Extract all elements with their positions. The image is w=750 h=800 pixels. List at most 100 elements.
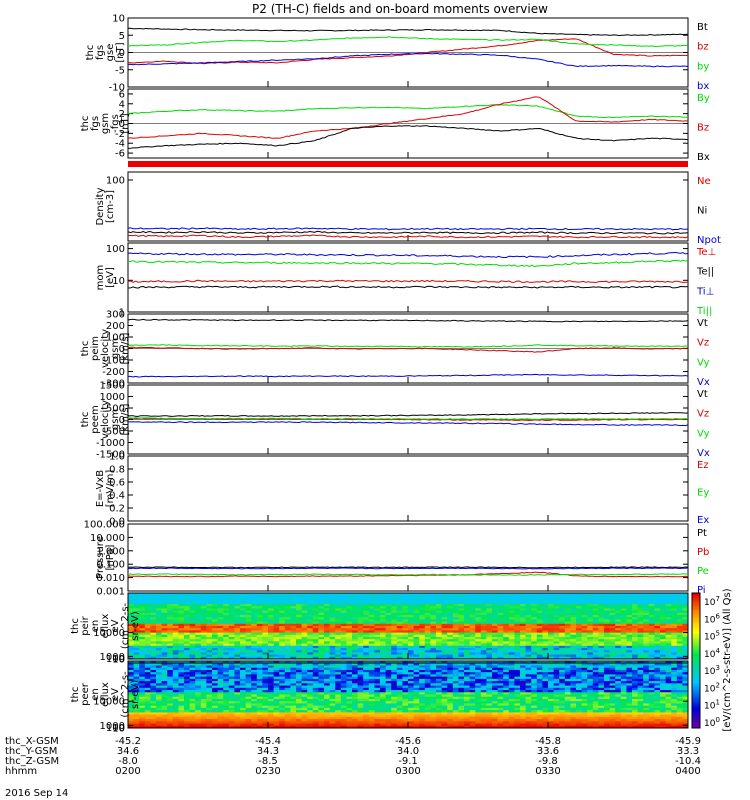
heatmap-cell (626, 674, 633, 678)
heatmap-cell (626, 606, 633, 609)
heatmap-cell (514, 678, 521, 682)
heatmap-cell (189, 645, 196, 649)
heatmap-cell (424, 661, 431, 664)
heatmap-cell (340, 661, 347, 664)
heatmap-cell (441, 610, 448, 614)
heatmap-cell (615, 683, 622, 686)
heatmap-cell (660, 601, 666, 605)
heatmap-cell (604, 676, 610, 680)
heatmap-cell (643, 652, 650, 655)
heatmap-cell (525, 672, 532, 675)
heatmap-cell (357, 621, 364, 625)
heatmap-cell (520, 652, 526, 655)
heatmap-cell (475, 615, 482, 618)
heatmap-cell (660, 681, 666, 684)
heatmap-cell (340, 690, 347, 693)
heatmap-cell (508, 674, 515, 678)
heatmap-cell (374, 617, 381, 620)
heatmap-cell (368, 595, 375, 598)
heatmap-cell (604, 628, 610, 631)
heatmap-cell (240, 674, 246, 678)
heatmap-cell (531, 626, 538, 629)
heatmap-cell (441, 692, 448, 695)
heatmap-cell (452, 641, 459, 644)
heatmap-cell (514, 648, 521, 651)
heatmap-cell (228, 601, 235, 605)
heatmap-cell (620, 610, 627, 614)
heatmap-cell (223, 692, 230, 695)
heatmap-cell (643, 623, 650, 627)
heatmap-cell (301, 667, 308, 671)
heatmap-cell (312, 650, 319, 653)
heatmap-cell (676, 685, 683, 689)
heatmap-cell (620, 667, 627, 671)
heatmap-cell (402, 694, 409, 698)
heatmap-cell (648, 632, 655, 636)
heatmap-cell (419, 604, 426, 607)
heatmap-cell (576, 652, 582, 655)
heatmap-cell (531, 650, 538, 653)
heatmap-cell (604, 634, 610, 638)
heatmap-cell (542, 601, 549, 605)
heatmap-cell (626, 654, 633, 658)
heatmap-cell (441, 599, 448, 603)
heatmap-cell (268, 628, 274, 631)
heatmap-cell (570, 608, 577, 611)
heatmap-cell (385, 652, 392, 655)
heatmap-cell (497, 621, 504, 625)
heatmap-cell (452, 672, 459, 675)
heatmap-cell (643, 593, 650, 596)
heatmap-cell (480, 676, 487, 680)
heatmap-cell (156, 615, 162, 618)
heatmap-cell (671, 610, 678, 614)
heatmap-cell (626, 690, 633, 693)
heatmap-cell (234, 663, 241, 666)
heatmap-cell (665, 639, 672, 642)
heatmap-cell (206, 696, 213, 700)
heatmap-cell (245, 643, 252, 647)
heatmap-cell (357, 687, 364, 691)
heatmap-cell (525, 604, 532, 607)
heatmap-cell (503, 604, 510, 607)
heatmap-cell (469, 608, 476, 611)
heatmap-cell (161, 612, 168, 616)
heatmap-cell (654, 667, 661, 671)
heatmap-cell (223, 595, 230, 598)
heatmap-cell (256, 645, 263, 649)
heatmap-cell (217, 692, 224, 695)
heatmap-cell (268, 648, 274, 651)
heatmap-cell (559, 621, 566, 625)
heatmap-cell (598, 619, 605, 622)
heatmap-cell (447, 674, 454, 678)
heatmap-cell (492, 595, 498, 598)
heatmap-cell (508, 604, 515, 607)
heatmap-cell (525, 669, 532, 673)
heatmap-cell (648, 696, 655, 700)
heatmap-cell (340, 696, 347, 700)
heatmap-cell (189, 692, 196, 695)
heatmap-cell (643, 606, 650, 609)
heatmap-cell (139, 604, 146, 607)
heatmap-cell (296, 593, 302, 596)
heatmap-cell (340, 694, 347, 698)
heatmap-cell (452, 665, 459, 669)
heatmap-cell (206, 661, 213, 664)
heatmap-cell (542, 678, 549, 682)
heatmap-cell (178, 632, 185, 636)
heatmap-cell (436, 681, 442, 684)
heatmap-cell (475, 696, 482, 700)
heatmap-cell (172, 694, 179, 698)
heatmap-cell (486, 643, 493, 647)
heatmap-cell (128, 672, 134, 675)
heatmap-cell (161, 621, 168, 625)
heatmap-cell (245, 648, 252, 651)
heatmap-cell (380, 612, 386, 616)
heatmap-cell (262, 608, 269, 611)
heatmap-cell (536, 608, 543, 611)
heatmap-cell (436, 632, 442, 636)
y-axis-label: peem (90, 405, 101, 433)
heatmap-cell (391, 606, 398, 609)
heatmap-cell (128, 597, 134, 600)
heatmap-cell (570, 681, 577, 684)
